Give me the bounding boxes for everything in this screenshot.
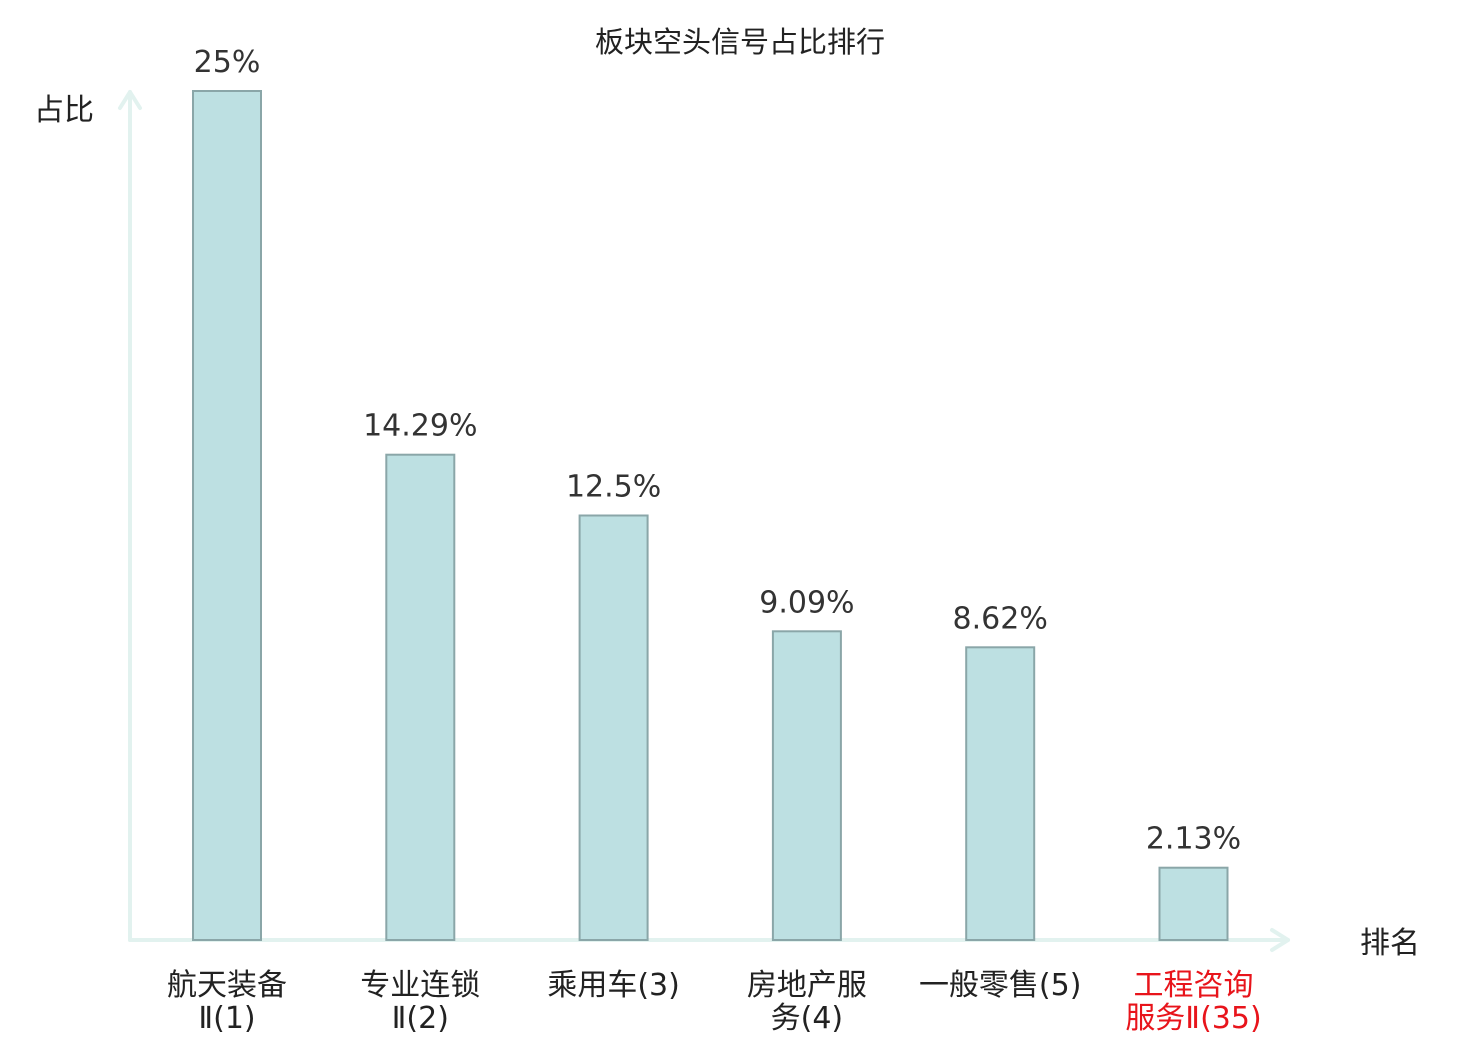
category-label-line: Ⅱ(2) (392, 1001, 449, 1036)
data-label: 2.13% (1146, 822, 1241, 857)
bar (192, 90, 262, 941)
category-label: 乘用车(3) (547, 968, 680, 1003)
bar (385, 453, 456, 941)
y-axis-label: 占比 (34, 93, 94, 128)
category-label-line: 房地产服 (747, 968, 867, 1003)
data-label: 14.29% (363, 409, 477, 444)
data-label: 25% (194, 45, 261, 80)
category-label-line: 一般零售(5) (919, 968, 1082, 1003)
chart-title: 板块空头信号占比排行 (595, 25, 885, 59)
bars-group (192, 90, 1229, 942)
category-label: 房地产服务(4) (747, 968, 867, 1036)
category-label-line: Ⅱ(1) (198, 1001, 255, 1036)
x-axis-arrow (1270, 928, 1290, 952)
bar (965, 646, 1036, 941)
category-label: 专业连锁 Ⅱ(2) (360, 968, 480, 1036)
data-label: 12.5% (566, 470, 661, 505)
data-label: 9.09% (759, 585, 854, 620)
category-label-line: 乘用车(3) (547, 968, 680, 1003)
category-label-line: 工程咨询 (1134, 968, 1254, 1003)
category-label-line: 专业连锁 (360, 968, 480, 1003)
bar (578, 514, 649, 941)
bar (1158, 866, 1229, 942)
y-axis-arrow (118, 90, 142, 110)
category-labels-group: 航天装备 Ⅱ(1) 专业连锁 Ⅱ(2) 乘用车(3) 房地产服务(4) 一般零售(5) 工程咨… (167, 968, 1262, 1036)
category-label: 一般零售(5) (919, 968, 1082, 1003)
x-axis-label: 排名 (1360, 926, 1420, 961)
bar (771, 630, 842, 941)
category-label-line: 务(4) (771, 1001, 844, 1036)
category-label-line: 服务Ⅱ(35) (1125, 1001, 1261, 1036)
axes (118, 90, 1290, 952)
data-label: 8.62% (953, 601, 1048, 636)
category-label-line: 航天装备 (167, 968, 287, 1003)
value-labels-group: 25% 14.29% 12.5% 9.09% 8.62% 2.13% (194, 45, 1242, 857)
category-label: 航天装备 Ⅱ(1) (167, 968, 287, 1036)
category-label: 工程咨询服务Ⅱ(35) (1125, 968, 1261, 1036)
